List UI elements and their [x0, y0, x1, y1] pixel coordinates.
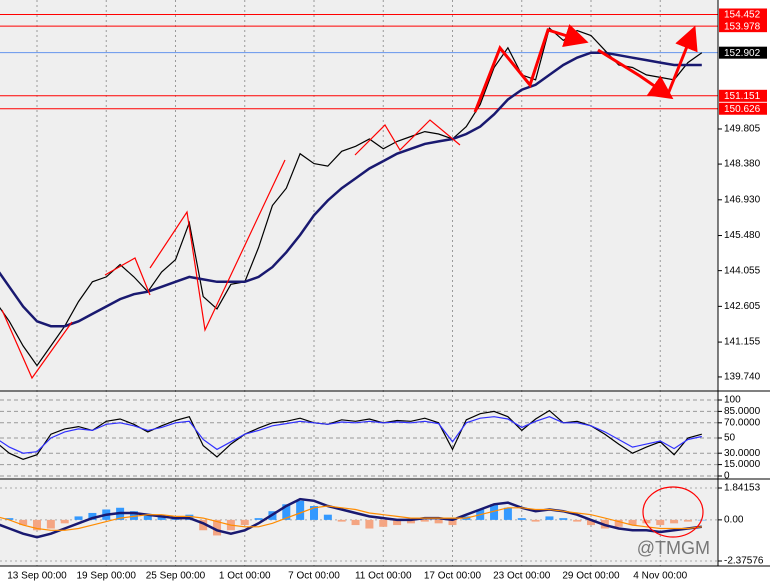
histogram-bar	[379, 519, 388, 527]
histogram-bar	[628, 519, 637, 526]
series-line	[0, 505, 702, 531]
y-tick-label: 1.84153	[724, 483, 761, 494]
histogram-bar	[670, 519, 679, 524]
zigzag	[354, 119, 461, 156]
histogram-bar	[337, 519, 346, 522]
histogram-bar	[587, 519, 595, 526]
level-label: 153.978	[724, 21, 761, 32]
arrow	[597, 48, 674, 100]
level-label: 151.151	[724, 91, 761, 102]
histogram-bar	[545, 516, 554, 520]
histogram-bar	[46, 519, 55, 529]
x-tick-label: 4 Nov 00:00	[633, 571, 687, 582]
histogram-bar	[129, 511, 138, 520]
level-label-box	[719, 102, 767, 115]
plot-area	[0, 0, 718, 566]
histogram-bar	[240, 519, 249, 526]
x-tick-label: 25 Sep 00:00	[146, 571, 206, 582]
plot-layers	[0, 0, 718, 566]
x-tick-label: 29 Oct 00:00	[562, 571, 620, 582]
x-tick-label: 17 Oct 00:00	[424, 571, 482, 582]
histogram-bar	[310, 506, 318, 520]
y-tick-label: 149.805	[724, 124, 761, 135]
histogram-bar	[503, 507, 512, 520]
y-tick-label: 142.605	[724, 301, 761, 312]
histogram-bar	[351, 519, 360, 526]
y-tick-label: 70.0000	[724, 417, 761, 428]
histogram-bar	[213, 519, 222, 536]
histogram-bar	[282, 504, 291, 520]
histogram-bar	[683, 519, 692, 522]
histogram-bar	[296, 500, 305, 520]
y-tick-label: 30.0000	[724, 448, 761, 459]
histogram-bar	[19, 519, 28, 526]
y-tick-label: 0.00	[724, 515, 744, 526]
y-tick-label: 100	[724, 395, 741, 406]
y-tick-label: 15.0000	[724, 459, 761, 470]
histogram-bar	[406, 519, 415, 524]
histogram-bar	[573, 519, 582, 522]
x-tick-label: 19 Sep 00:00	[77, 571, 137, 582]
histogram-bar	[656, 519, 665, 526]
series-line	[0, 416, 702, 454]
y-tick-label: 141.155	[724, 337, 761, 348]
level-label-box	[719, 20, 767, 33]
histogram-bar	[74, 516, 83, 520]
series-line	[0, 497, 702, 539]
x-tick-label: 7 Oct 00:00	[288, 571, 340, 582]
x-tick-label: 11 Oct 00:00	[355, 571, 412, 582]
histogram-bar	[559, 518, 568, 520]
histogram-bar	[323, 514, 332, 520]
histogram-bar	[420, 519, 429, 522]
y-tick-label: 85.0000	[724, 406, 761, 417]
level-label-box	[719, 46, 767, 59]
histogram-bar	[614, 519, 623, 527]
level-label: 154.452	[724, 10, 761, 21]
y-tick-label: 146.930	[724, 194, 761, 205]
level-label: 152.902	[724, 48, 761, 59]
histogram-bar	[33, 519, 41, 531]
histogram-bar	[434, 519, 443, 524]
histogram-bar	[157, 516, 166, 520]
zigzag	[1, 309, 73, 380]
highlight-circle	[642, 486, 704, 538]
histogram-bar	[365, 519, 374, 529]
drawings	[1, 24, 704, 538]
histogram-bar	[88, 512, 97, 520]
zigzag	[149, 159, 286, 333]
y-tick-label: 145.480	[724, 230, 761, 241]
level-label-box	[719, 89, 767, 102]
level-label-box	[719, 8, 767, 21]
y-tick-label: 148.380	[724, 159, 761, 170]
y-tick-label: -2.37576	[724, 556, 764, 567]
watermark: @TMGM	[637, 538, 710, 558]
histogram-bar	[448, 519, 457, 526]
y-tick-label: 0	[724, 471, 730, 482]
histogram-bar	[531, 519, 540, 522]
x-tick-label: 1 Oct 00:00	[219, 571, 271, 582]
x-tick-label: 13 Sep 00:00	[7, 571, 67, 582]
y-tick-label: 139.740	[724, 372, 761, 383]
histogram-bar	[490, 504, 499, 520]
series-line	[0, 51, 702, 328]
panel-borders	[0, 0, 770, 567]
y-tick-label: 50	[724, 433, 736, 444]
series-line	[0, 409, 702, 460]
arrow	[473, 24, 589, 113]
level-label: 150.626	[724, 104, 761, 115]
histogram-bar	[254, 518, 263, 520]
histogram-bar	[393, 519, 402, 526]
histogram-bar	[5, 518, 14, 520]
histogram-bar	[60, 519, 69, 524]
x-tick-label: 23 Oct 00:00	[493, 571, 551, 582]
y-tick-label: 144.055	[724, 265, 761, 276]
histogram-bar	[143, 514, 152, 520]
histogram-bar	[517, 518, 526, 520]
histogram-bar	[642, 519, 651, 524]
arrow	[666, 25, 698, 95]
histogram-bar	[199, 519, 208, 531]
zigzag	[104, 257, 151, 296]
